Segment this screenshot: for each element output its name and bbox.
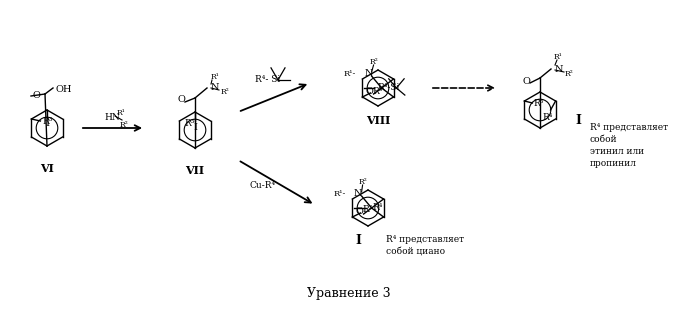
Text: R⁴: R⁴ <box>542 112 553 121</box>
Text: I: I <box>355 234 361 247</box>
Text: Cu-R⁴: Cu-R⁴ <box>250 180 276 189</box>
Text: R¹-: R¹- <box>343 70 356 78</box>
Text: O: O <box>522 77 530 86</box>
Text: I: I <box>45 120 49 129</box>
Text: N: N <box>353 189 362 198</box>
Text: VII: VII <box>185 164 205 176</box>
Text: OH: OH <box>56 84 73 94</box>
Text: R²: R² <box>565 70 573 78</box>
Text: R²: R² <box>120 121 129 129</box>
Text: VI: VI <box>40 163 54 173</box>
Text: O: O <box>177 95 185 104</box>
Text: R⁴: R⁴ <box>373 204 383 213</box>
Text: R³: R³ <box>42 116 52 125</box>
Text: R⁴- Si: R⁴- Si <box>255 75 280 84</box>
Text: R⁴-Si: R⁴-Si <box>377 83 400 92</box>
Text: HN: HN <box>104 113 120 122</box>
Text: N: N <box>364 70 373 78</box>
Text: N: N <box>555 65 563 74</box>
Text: R³: R³ <box>373 87 382 95</box>
Text: R⁴ представляет: R⁴ представляет <box>590 124 668 133</box>
Text: R²: R² <box>221 88 229 96</box>
Text: собой: собой <box>590 136 618 145</box>
Text: O: O <box>356 208 363 217</box>
Text: I: I <box>193 122 197 132</box>
Text: R³: R³ <box>533 99 544 108</box>
Text: R¹: R¹ <box>210 73 219 81</box>
Text: R¹: R¹ <box>117 109 126 117</box>
Text: R²: R² <box>369 58 378 66</box>
Text: пропинил: пропинил <box>590 159 637 168</box>
Text: N: N <box>211 83 219 92</box>
Text: O: O <box>32 91 40 99</box>
Text: Уравнение 3: Уравнение 3 <box>307 287 391 300</box>
Text: R¹-: R¹- <box>333 190 345 198</box>
Text: I: I <box>575 113 581 126</box>
Text: этинил или: этинил или <box>590 147 644 156</box>
Text: R²: R² <box>358 178 367 186</box>
Text: R³: R³ <box>185 118 194 128</box>
Text: O: O <box>366 87 373 96</box>
Text: R⁴ представляет: R⁴ представляет <box>386 235 464 244</box>
Text: собой циано: собой циано <box>386 248 445 256</box>
Text: VIII: VIII <box>366 115 390 125</box>
Text: R¹: R¹ <box>554 53 563 61</box>
Text: R³: R³ <box>362 205 373 214</box>
